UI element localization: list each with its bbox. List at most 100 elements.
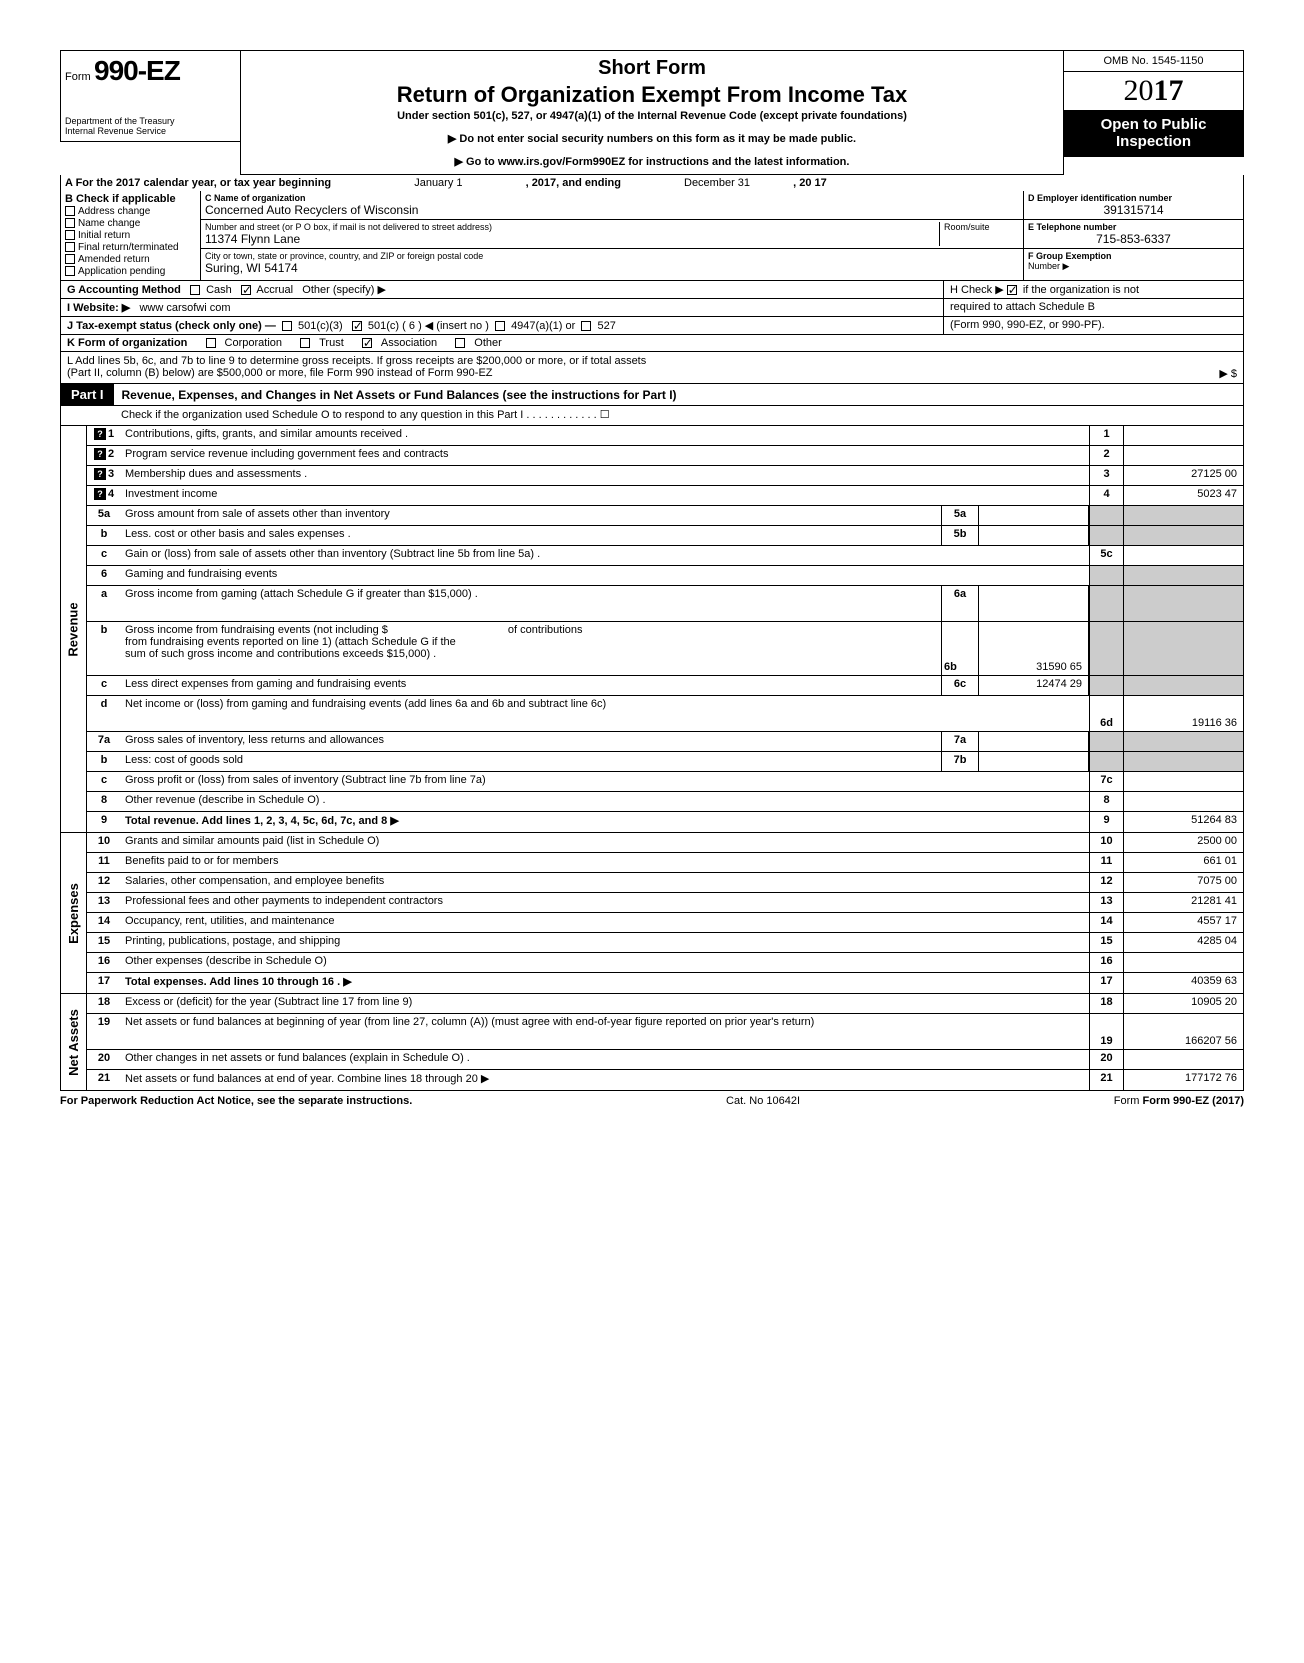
check-cash[interactable]	[190, 285, 200, 295]
inspection-label: Inspection	[1066, 133, 1241, 150]
page-footer: For Paperwork Reduction Act Notice, see …	[60, 1095, 1244, 1107]
line-7a-val	[979, 732, 1089, 751]
check-amended[interactable]: Amended return	[65, 254, 196, 265]
line-6c-desc: Less direct expenses from gaming and fun…	[121, 676, 941, 695]
k-label: K Form of organization	[67, 337, 187, 349]
line-6b-val: 31590 65	[979, 622, 1089, 675]
goto-link: ▶ Go to www.irs.gov/Form990EZ for instru…	[251, 155, 1053, 168]
line-5c-val	[1123, 546, 1243, 565]
row-l-arrow: ▶ $	[1219, 367, 1237, 380]
line-17-val: 40359 63	[1123, 973, 1243, 993]
city-label: City or town, state or province, country…	[205, 251, 1019, 261]
under-section: Under section 501(c), 527, or 4947(a)(1)…	[251, 110, 1053, 122]
street-label: Number and street (or P O box, if mail i…	[205, 222, 939, 232]
line-4-val: 5023 47	[1123, 486, 1243, 505]
header-right: OMB No. 1545-1150 2017 Open to Public In…	[1064, 50, 1244, 157]
line-20-val	[1123, 1050, 1243, 1069]
part1-tag: Part I	[61, 384, 114, 405]
i-label: I Website: ▶	[67, 302, 130, 314]
open-label: Open to Public	[1066, 116, 1241, 133]
check-association[interactable]	[362, 338, 372, 348]
check-initial-return[interactable]: Initial return	[65, 230, 196, 241]
org-name-block: C Name of organization Concerned Auto Re…	[201, 191, 1023, 220]
row-l-text1: L Add lines 5b, 6c, and 7b to line 9 to …	[67, 355, 1237, 367]
check-schedule-b[interactable]	[1007, 285, 1017, 295]
col-c-org: C Name of organization Concerned Auto Re…	[201, 191, 1023, 280]
line-19-desc: Net assets or fund balances at beginning…	[121, 1014, 1089, 1049]
check-accrual[interactable]	[241, 285, 251, 295]
check-trust[interactable]	[300, 338, 310, 348]
line-8-val	[1123, 792, 1243, 811]
line-21-desc: Net assets or fund balances at end of ye…	[121, 1070, 1089, 1090]
line-18-val: 10905 20	[1123, 994, 1243, 1013]
check-527[interactable]	[581, 321, 591, 331]
treasury-dept: Department of the Treasury Internal Reve…	[65, 117, 236, 137]
ein-block: D Employer identification number 3913157…	[1024, 191, 1243, 220]
city-value: Suring, WI 54174	[205, 261, 1019, 275]
check-4947[interactable]	[495, 321, 505, 331]
line-16-val	[1123, 953, 1243, 972]
line-5a-val	[979, 506, 1089, 525]
room-label: Room/suite	[944, 222, 1019, 232]
line-6d-desc: Net income or (loss) from gaming and fun…	[121, 696, 1089, 731]
col-b-checks: B Check if applicable Address change Nam…	[61, 191, 201, 280]
check-address-change[interactable]: Address change	[65, 206, 196, 217]
row-l-text2: (Part II, column (B) below) are $500,000…	[67, 367, 493, 380]
dept-line2: Internal Revenue Service	[65, 127, 236, 137]
form-number: 990-EZ	[94, 55, 180, 86]
rows-g-to-k: G Accounting Method Cash Accrual Other (…	[60, 281, 1244, 352]
open-to-public: Open to Public Inspection	[1064, 110, 1243, 156]
omb-number: OMB No. 1545-1150	[1064, 51, 1243, 72]
ein-value: 391315714	[1028, 203, 1239, 217]
501c-no: 6	[409, 320, 415, 332]
group-block: F Group Exemption Number ▶	[1024, 249, 1243, 277]
ssn-warning: ▶ Do not enter social security numbers o…	[251, 132, 1053, 145]
line-21-val: 177172 76	[1123, 1070, 1243, 1090]
check-application-pending[interactable]: Application pending	[65, 266, 196, 277]
form-header: Form 990-EZ Department of the Treasury I…	[60, 50, 1244, 175]
check-corporation[interactable]	[206, 338, 216, 348]
line-2-desc: Program service revenue including govern…	[121, 446, 1089, 465]
check-other-org[interactable]	[455, 338, 465, 348]
row-a-calendar-year: A For the 2017 calendar year, or tax yea…	[60, 175, 1244, 191]
revenue-label: Revenue	[61, 426, 87, 832]
street-value: 11374 Flynn Lane	[205, 232, 939, 246]
street-block: Number and street (or P O box, if mail i…	[201, 220, 1023, 249]
line-6d-val: 19116 36	[1123, 696, 1243, 731]
line-5c-desc: Gain or (loss) from sale of assets other…	[121, 546, 1089, 565]
header-left: Form 990-EZ Department of the Treasury I…	[60, 50, 240, 142]
check-final-return[interactable]: Final return/terminated	[65, 242, 196, 253]
line-7a-desc: Gross sales of inventory, less returns a…	[121, 732, 941, 751]
form-990ez: Form 990-EZ Department of the Treasury I…	[60, 50, 1244, 1107]
tel-label: E Telephone number	[1028, 222, 1116, 232]
line-1-desc: Contributions, gifts, grants, and simila…	[121, 426, 1089, 445]
tel-block: E Telephone number 715-853-6337	[1024, 220, 1243, 249]
netassets-section: Net Assets 18Excess or (deficit) for the…	[60, 994, 1244, 1091]
line-14-desc: Occupancy, rent, utilities, and maintena…	[121, 913, 1089, 932]
line-3-desc: Membership dues and assessments .	[121, 466, 1089, 485]
check-501c3[interactable]	[282, 321, 292, 331]
line-5a-desc: Gross amount from sale of assets other t…	[121, 506, 941, 525]
line-5b-desc: Less. cost or other basis and sales expe…	[121, 526, 941, 545]
org-name: Concerned Auto Recyclers of Wisconsin	[205, 203, 1019, 217]
line-7b-desc: Less: cost of goods sold	[121, 752, 941, 771]
name-label: C Name of organization	[205, 193, 306, 203]
row-h-cont2: (Form 990, 990-EZ, or 990-PF).	[943, 317, 1243, 334]
tel-value: 715-853-6337	[1028, 232, 1239, 246]
row-j: J Tax-exempt status (check only one) — 5…	[61, 317, 943, 334]
footer-left: For Paperwork Reduction Act Notice, see …	[60, 1095, 412, 1107]
netassets-label: Net Assets	[61, 994, 87, 1090]
tax-year: 2017	[1064, 72, 1243, 110]
row-a-text: A For the 2017 calendar year, or tax yea…	[65, 177, 331, 189]
year-suffix: 17	[1154, 74, 1184, 107]
check-501c[interactable]	[352, 321, 362, 331]
col-d-ids: D Employer identification number 3913157…	[1023, 191, 1243, 280]
line-11-val: 661 01	[1123, 853, 1243, 872]
check-name-change[interactable]: Name change	[65, 218, 196, 229]
line-13-desc: Professional fees and other payments to …	[121, 893, 1089, 912]
line-4-desc: Investment income	[121, 486, 1089, 505]
year-prefix: 20	[1124, 74, 1154, 107]
line-6a-val	[979, 586, 1089, 621]
line-17-desc: Total expenses. Add lines 10 through 16 …	[121, 973, 1089, 993]
footer-right: Form Form 990-EZ (2017)	[1114, 1095, 1244, 1107]
